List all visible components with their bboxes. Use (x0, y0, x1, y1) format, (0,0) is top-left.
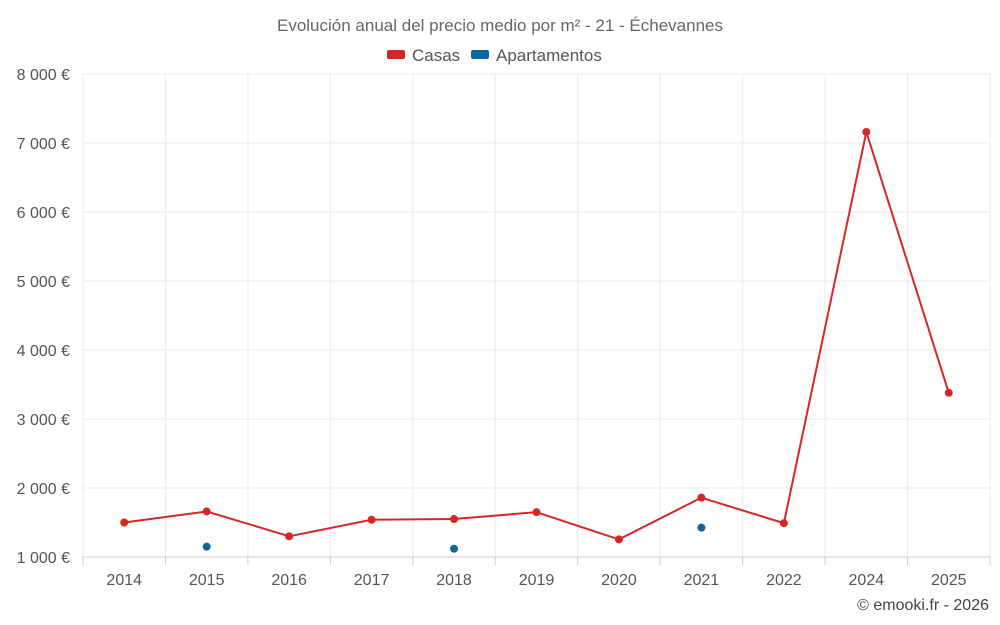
y-tick-label: 2 000 € (17, 481, 70, 498)
y-tick-label: 6 000 € (17, 205, 70, 222)
x-tick-label: 2018 (436, 572, 472, 589)
data-point-casas[interactable] (367, 515, 376, 524)
data-point-casas[interactable] (532, 508, 541, 517)
legend-label-apartamentos: Apartamentos (496, 46, 602, 65)
data-point-apartamentos[interactable] (202, 542, 211, 551)
legend-swatch-casas (387, 50, 405, 59)
data-point-casas[interactable] (944, 388, 953, 397)
y-tick-label: 3 000 € (17, 412, 70, 429)
legend: Casas Apartamentos (387, 46, 602, 65)
data-point-casas[interactable] (285, 532, 294, 541)
y-tick-label: 8 000 € (17, 67, 70, 84)
chart-title: Evolución anual del precio medio por m² … (277, 16, 723, 35)
legend-swatch-apartamentos (471, 50, 489, 59)
y-tick-label: 7 000 € (17, 136, 70, 153)
grid (82, 73, 991, 557)
x-tick-label: 2019 (519, 572, 555, 589)
data-point-apartamentos[interactable] (697, 523, 706, 532)
data-point-casas[interactable] (450, 515, 459, 524)
axes: 8 000 € 7 000 € 6 000 € 5 000 € 4 000 € 3 000… (17, 67, 991, 589)
x-tick-label: 2020 (601, 572, 637, 589)
data-point-casas[interactable] (862, 127, 871, 136)
data-point-casas[interactable] (697, 493, 706, 502)
legend-label-casas: Casas (412, 46, 460, 65)
data-point-casas[interactable] (779, 519, 788, 528)
x-tick-label: 2015 (189, 572, 225, 589)
legend-item-apartamentos[interactable]: Apartamentos (471, 46, 602, 65)
data-point-casas[interactable] (120, 518, 129, 527)
series (120, 127, 953, 553)
x-tick-label: 2017 (354, 572, 390, 589)
data-point-apartamentos[interactable] (450, 544, 459, 553)
y-tick-label: 5 000 € (17, 274, 70, 291)
x-tick-label: 2024 (849, 572, 885, 589)
data-point-casas[interactable] (614, 535, 623, 544)
data-point-casas[interactable] (202, 507, 211, 516)
y-tick-label: 4 000 € (17, 343, 70, 360)
x-tick-label: 2022 (766, 572, 802, 589)
y-tick-label: 1 000 € (17, 550, 70, 567)
x-tick-label: 2021 (684, 572, 720, 589)
x-tick-label: 2025 (931, 572, 967, 589)
x-tick-label: 2016 (271, 572, 307, 589)
legend-item-casas[interactable]: Casas (387, 46, 460, 65)
credit-text: © emooki.fr - 2026 (857, 597, 989, 614)
x-tick-label: 2014 (106, 572, 142, 589)
